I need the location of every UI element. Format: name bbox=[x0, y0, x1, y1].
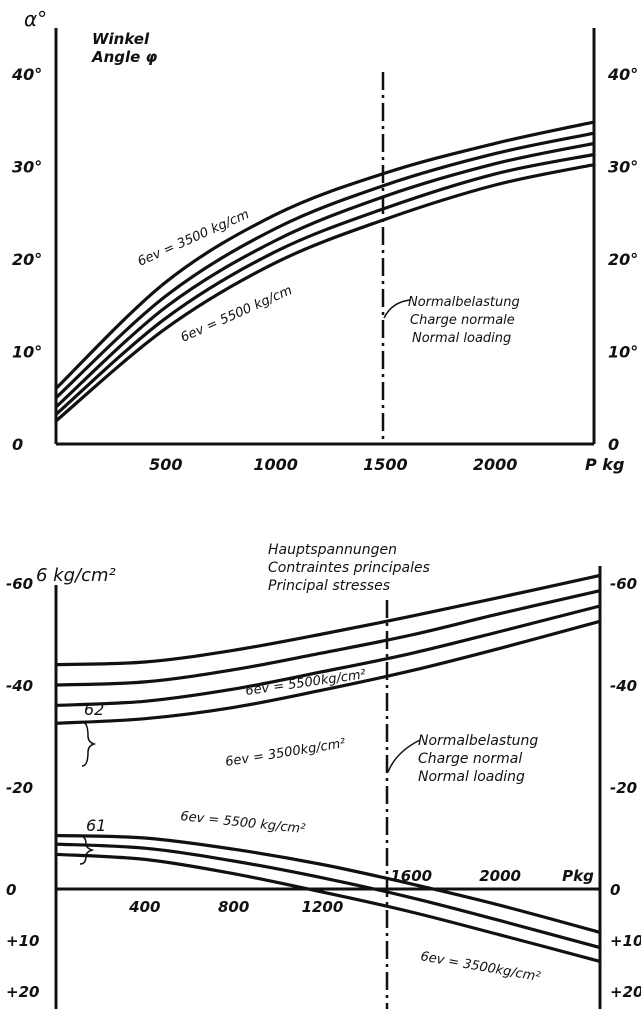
stress-chart: 6 kg/cm² Hauptspannungen Contraintes pri… bbox=[6, 542, 641, 1009]
top-marker-line-2: Charge normale bbox=[410, 313, 515, 328]
group-label-sigma2: 62 bbox=[84, 700, 104, 719]
bottom-x-tick-label: 2000 bbox=[479, 867, 521, 885]
top-y-tick-label: 0 bbox=[12, 435, 23, 454]
bottom-y-tick-label: -40 bbox=[6, 677, 33, 695]
bottom-y-tick-label-right: -20 bbox=[610, 779, 637, 797]
bottom-x-tick-label: 800 bbox=[218, 898, 249, 916]
bottom-x-tick-label: 1200 bbox=[302, 898, 344, 916]
angle-curve-4 bbox=[54, 152, 596, 416]
bottom-marker-line-2: Charge normal bbox=[418, 751, 522, 767]
top-y-tick-label-right: 40° bbox=[607, 65, 638, 84]
stress-curve-4 bbox=[54, 619, 602, 725]
bottom-y-tick-label-right: 0 bbox=[610, 881, 620, 899]
group-brace-sigma1 bbox=[79, 835, 95, 865]
bottom-y-tick-label: -20 bbox=[6, 779, 33, 797]
stress-curve-2 bbox=[54, 589, 602, 687]
top-x-tick-labels: 500 1000 1500 2000 bbox=[149, 455, 517, 474]
angle-curve-1 bbox=[54, 120, 596, 391]
group-brace-sigma2 bbox=[81, 721, 97, 767]
stress-curve-1 bbox=[54, 573, 602, 667]
bottom-marker-line-1: Normalbelastung bbox=[418, 733, 538, 749]
top-y-tick-label-right: 10° bbox=[608, 343, 638, 362]
top-x-tick-label: 1000 bbox=[253, 455, 298, 474]
bottom-y-tick-labels: -60 -60 -40 -40 -20 -20 0 0 +10 +10 +20 +20 bbox=[6, 575, 641, 1001]
bottom-y-tick-label-right: -40 bbox=[610, 677, 637, 695]
top-y-tick-label: 30° bbox=[12, 158, 42, 177]
top-y-tick-label-right: 30° bbox=[608, 158, 638, 177]
angle-chart: α° Winkel Angle φ P kg 500 1000 1500 2000 0… bbox=[11, 7, 638, 474]
bottom-x-axis-unit: Pkg bbox=[562, 867, 594, 885]
top-x-tick-label: 2000 bbox=[473, 455, 518, 474]
top-y-tick-label: 20° bbox=[12, 250, 42, 269]
bottom-marker-leader bbox=[387, 739, 421, 773]
group-label-sigma1: 61 bbox=[86, 816, 106, 835]
bottom-y-tick-label: +20 bbox=[6, 983, 39, 1001]
bottom-title-line-3: Principal stresses bbox=[268, 578, 390, 594]
bottom-title-line-1: Hauptspannungen bbox=[268, 542, 397, 558]
top-x-tick-label: 1500 bbox=[363, 455, 408, 474]
bottom-annotation-3: 6ev = 5500 kg/cm² bbox=[180, 809, 306, 837]
top-y-tick-labels: 0 0 10° 10° 20° 20° 30° 30° 40° 40° bbox=[11, 65, 638, 454]
bottom-marker-line-3: Normal loading bbox=[418, 769, 525, 785]
top-y-tick-label-right: 0 bbox=[608, 435, 619, 454]
top-y-axis-label: α° bbox=[24, 7, 47, 31]
top-marker-leader bbox=[383, 299, 411, 319]
angle-curve-5 bbox=[54, 163, 596, 423]
top-y-tick-label-right: 20° bbox=[608, 250, 638, 269]
stress-curve-3 bbox=[54, 604, 602, 707]
top-annotation-5500: 6ev = 5500 kg/cm bbox=[179, 283, 295, 346]
top-marker-line-1: Normalbelastung bbox=[408, 295, 520, 310]
bottom-y-tick-label: +10 bbox=[6, 932, 39, 950]
top-y-tick-label: 10° bbox=[12, 343, 42, 362]
angle-curve-2 bbox=[54, 131, 596, 400]
stress-curve-7 bbox=[54, 852, 602, 963]
top-curves bbox=[54, 120, 596, 423]
stress-curve-5 bbox=[54, 833, 602, 934]
bottom-y-tick-label-right: -60 bbox=[610, 575, 637, 593]
angle-curve-3 bbox=[54, 141, 596, 409]
top-x-tick-label: 500 bbox=[149, 455, 182, 474]
bottom-x-tick-label: 400 bbox=[128, 898, 160, 916]
bottom-y-tick-label-right: +10 bbox=[610, 932, 641, 950]
top-y-tick-label: 40° bbox=[11, 65, 42, 84]
bottom-annotation-2: 6ev = 3500kg/cm² bbox=[224, 736, 346, 770]
bottom-y-axis-label: 6 kg/cm² bbox=[36, 565, 116, 586]
top-title-line-1: Winkel bbox=[92, 30, 150, 48]
stress-curve-6 bbox=[54, 842, 602, 950]
top-x-axis-label: P kg bbox=[585, 455, 624, 474]
bottom-title-line-2: Contraintes principales bbox=[268, 560, 430, 576]
bottom-annotation-4: 6ev = 3500kg/cm² bbox=[419, 949, 541, 985]
bottom-curves bbox=[54, 573, 602, 963]
top-title-line-2: Angle φ bbox=[91, 48, 158, 66]
top-marker-line-3: Normal loading bbox=[412, 331, 511, 346]
bottom-y-tick-label-right: +20 bbox=[610, 983, 641, 1001]
bottom-y-tick-label: -60 bbox=[6, 575, 33, 593]
bottom-y-tick-label: 0 bbox=[6, 881, 16, 899]
